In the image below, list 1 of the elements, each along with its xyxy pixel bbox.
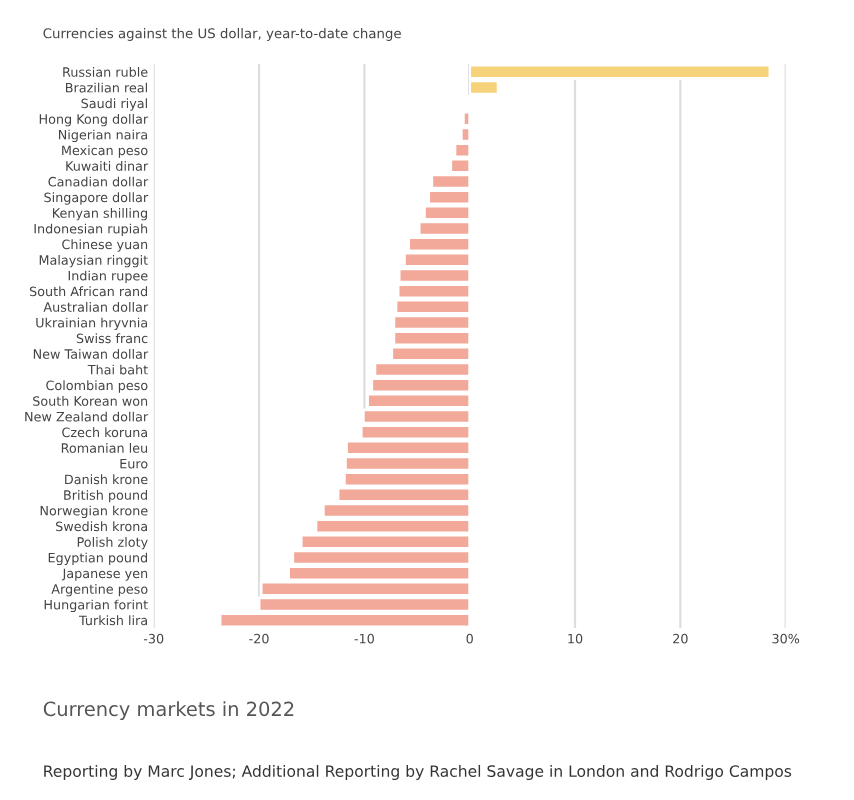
text: Currency markets in 2022: [43, 701, 294, 720]
